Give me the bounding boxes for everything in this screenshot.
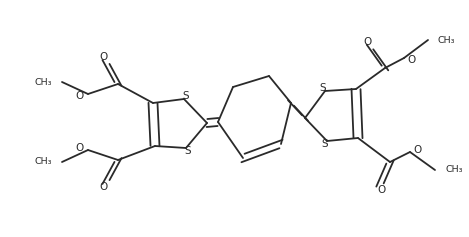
Text: S: S (322, 139, 328, 149)
Text: CH₃: CH₃ (35, 158, 52, 167)
Text: O: O (76, 143, 84, 153)
Text: O: O (414, 145, 422, 155)
Text: O: O (99, 52, 107, 62)
Text: O: O (408, 55, 416, 65)
Text: O: O (378, 185, 386, 195)
Text: S: S (183, 91, 189, 101)
Text: CH₃: CH₃ (35, 77, 52, 87)
Text: CH₃: CH₃ (438, 36, 455, 45)
Text: O: O (99, 182, 107, 192)
Text: S: S (320, 83, 326, 93)
Text: O: O (76, 91, 84, 101)
Text: CH₃: CH₃ (445, 165, 462, 174)
Text: S: S (185, 146, 191, 156)
Text: O: O (364, 37, 372, 47)
